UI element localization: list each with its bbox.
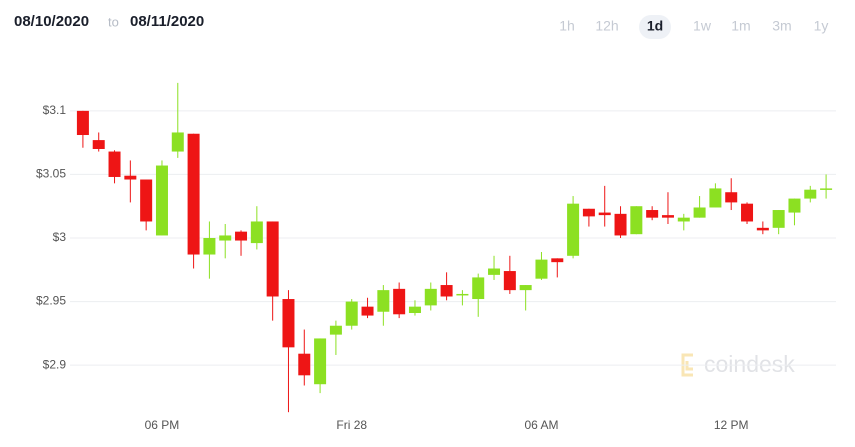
candle-body [219,235,232,241]
candle-body [567,203,580,256]
start-date: 08/10/2020 [14,13,89,30]
candle-body [155,165,168,236]
candle-body [108,151,121,177]
candle-body [503,271,516,291]
candle-body [756,227,769,231]
candle-body [377,290,390,312]
candle-body [456,293,469,296]
candle-body [551,258,564,263]
candle-body [140,179,153,222]
candle-body [488,268,501,275]
candle-body [646,210,659,218]
watermark-text: coindesk [704,351,795,377]
candle-body [598,212,611,216]
watermark: coindesk [681,351,795,377]
candle-body [519,285,532,291]
candle-body [472,277,485,300]
candle-body [582,208,595,217]
candle-body [329,325,342,335]
candle-body [203,238,216,255]
range-separator: to [108,14,119,29]
candle-body [393,288,406,315]
candle-body [124,175,137,180]
y-tick-label: $3 [53,230,67,244]
candle-body [661,215,674,218]
range-button[interactable]: 1d [647,18,663,34]
candle-body [820,188,833,190]
range-button[interactable]: 1w [693,18,712,34]
range-button[interactable]: 1m [731,18,750,34]
candle-body [788,198,801,213]
y-tick-label: $2.95 [36,294,66,308]
candle-body [314,338,327,385]
candle-body [250,221,263,244]
candle-body [92,140,105,149]
candle-body [424,288,437,306]
candle-body [266,221,279,297]
x-tick-label: 06 PM [145,418,180,432]
candle-body [440,285,453,297]
y-tick-label: $3.05 [36,167,66,181]
range-button[interactable]: 1y [814,18,829,34]
candle-body [76,110,89,136]
x-tick-label: 06 AM [524,418,558,432]
candle-body [345,301,358,326]
candle-body [725,192,738,203]
x-tick-label: 12 PM [714,418,749,432]
y-tick-label: $2.9 [43,357,67,371]
candle-body [187,133,200,255]
candle-body [361,306,374,316]
y-tick-label: $3.1 [43,103,67,117]
candle-body [408,306,421,314]
end-date: 08/11/2020 [130,13,204,30]
range-button[interactable]: 12h [595,18,618,34]
x-tick-label: Fri 28 [336,418,367,432]
candle-body [693,207,706,218]
candle-body [171,132,184,152]
range-button[interactable]: 3m [772,18,791,34]
candle-body [298,353,311,376]
candle-body [535,259,548,279]
candle-body [804,189,817,199]
range-button-bg[interactable] [639,15,671,39]
candle-body [709,188,722,208]
candle-body [630,206,643,235]
candle-body [741,203,754,222]
candle-body [235,231,248,241]
candle-body [614,213,627,236]
candle-body [282,299,295,348]
range-button[interactable]: 1h [559,18,575,34]
candle-body [772,210,785,228]
candle-body [677,217,690,222]
